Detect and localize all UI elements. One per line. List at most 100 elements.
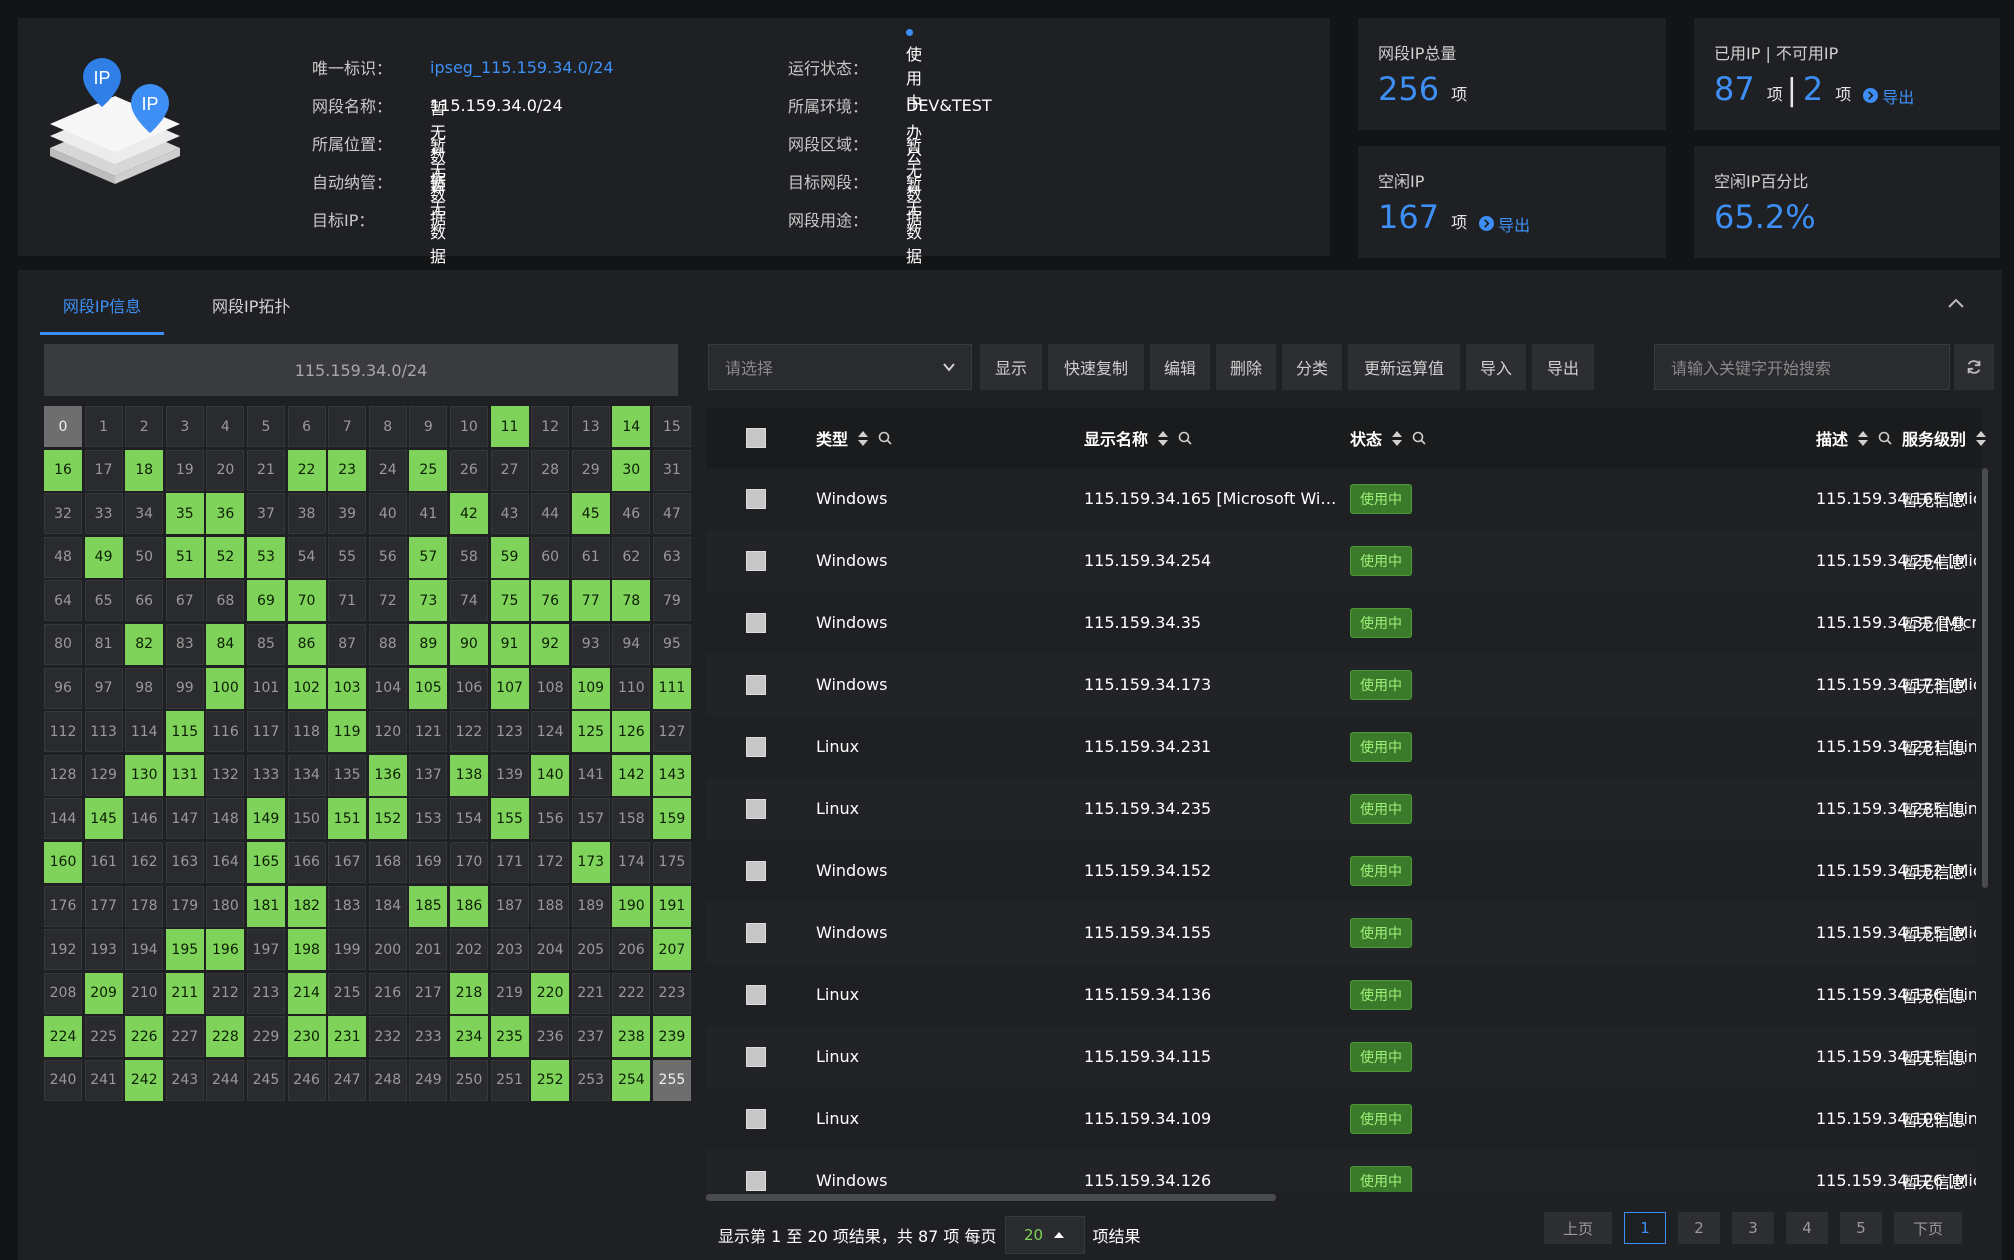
- ip-cell[interactable]: 66: [125, 580, 164, 622]
- sort-icon[interactable]: [1858, 430, 1869, 446]
- ip-cell[interactable]: 65: [84, 580, 123, 622]
- ip-cell[interactable]: 64: [44, 580, 82, 622]
- tab-ip-info[interactable]: 网段IP信息: [40, 292, 164, 335]
- ip-cell[interactable]: 157: [571, 798, 610, 840]
- ip-cell[interactable]: 199: [328, 929, 367, 971]
- table-row[interactable]: Windows 115.159.34.126 使用中 115.159.34.126 […: [706, 1150, 1976, 1192]
- ip-cell[interactable]: 139: [490, 754, 529, 796]
- ip-cell[interactable]: 94: [612, 623, 651, 665]
- ip-cell[interactable]: 196: [206, 929, 245, 971]
- col-display-name[interactable]: 显示名称: [1084, 408, 1192, 468]
- ip-cell[interactable]: 89: [409, 623, 448, 665]
- sort-icon[interactable]: [1158, 430, 1169, 446]
- ip-cell[interactable]: 78: [612, 580, 651, 622]
- tab-ip-topology[interactable]: 网段IP拓扑: [212, 297, 291, 316]
- prev-page-button[interactable]: 上页: [1544, 1212, 1612, 1244]
- vertical-scrollbar[interactable]: [1982, 468, 1988, 888]
- ip-cell[interactable]: 13: [571, 406, 610, 447]
- ip-cell[interactable]: 80: [44, 623, 82, 665]
- row-checkbox[interactable]: [746, 737, 766, 757]
- sort-icon[interactable]: [858, 430, 869, 446]
- ip-cell[interactable]: 47: [652, 493, 691, 535]
- ip-cell[interactable]: 110: [612, 667, 651, 709]
- ip-cell[interactable]: 120: [368, 711, 407, 753]
- row-checkbox[interactable]: [746, 489, 766, 509]
- ip-cell[interactable]: 137: [409, 754, 448, 796]
- ip-cell[interactable]: 170: [449, 841, 488, 883]
- ip-cell[interactable]: 152: [368, 798, 407, 840]
- horizontal-scrollbar[interactable]: [706, 1194, 1276, 1201]
- ip-cell[interactable]: 249: [409, 1059, 448, 1101]
- ip-cell[interactable]: 51: [165, 536, 204, 578]
- ip-cell[interactable]: 19: [165, 449, 204, 491]
- ip-cell[interactable]: 224: [44, 1016, 82, 1058]
- ip-cell[interactable]: 126: [612, 711, 651, 753]
- ip-cell[interactable]: 149: [246, 798, 285, 840]
- unique-id-link[interactable]: ipseg_115.159.34.0/24: [430, 57, 614, 77]
- ip-cell[interactable]: 210: [125, 972, 164, 1014]
- ip-cell[interactable]: 161: [84, 841, 123, 883]
- ip-cell[interactable]: 128: [44, 754, 82, 796]
- ip-cell[interactable]: 22: [287, 449, 326, 491]
- ip-cell[interactable]: 101: [246, 667, 285, 709]
- ip-cell[interactable]: 16: [44, 449, 82, 491]
- ip-cell[interactable]: 116: [206, 711, 245, 753]
- ip-cell[interactable]: 209: [84, 972, 123, 1014]
- ip-cell[interactable]: 76: [531, 580, 570, 622]
- ip-cell[interactable]: 29: [571, 449, 610, 491]
- ip-cell[interactable]: 169: [409, 841, 448, 883]
- ip-cell[interactable]: 108: [531, 667, 570, 709]
- row-checkbox[interactable]: [746, 551, 766, 571]
- ip-cell[interactable]: 17: [84, 449, 123, 491]
- ip-cell[interactable]: 100: [206, 667, 245, 709]
- ip-cell[interactable]: 213: [246, 972, 285, 1014]
- ip-cell[interactable]: 117: [246, 711, 285, 753]
- ip-cell[interactable]: 244: [206, 1059, 245, 1101]
- table-row[interactable]: Windows 115.159.34.254 使用中 115.159.34.254 […: [706, 530, 1976, 592]
- ip-cell[interactable]: 42: [449, 493, 488, 535]
- ip-cell[interactable]: 186: [449, 885, 488, 927]
- sort-icon[interactable]: [1976, 430, 1987, 446]
- ip-cell[interactable]: 40: [368, 493, 407, 535]
- ip-cell[interactable]: 28: [531, 449, 570, 491]
- ip-cell[interactable]: 53: [246, 536, 285, 578]
- ip-cell[interactable]: 156: [531, 798, 570, 840]
- table-row[interactable]: Windows 115.159.34.165 [Microsoft Windo… 使…: [706, 468, 1976, 530]
- ip-cell[interactable]: 192: [44, 929, 82, 971]
- ip-cell[interactable]: 198: [287, 929, 326, 971]
- ip-cell[interactable]: 69: [246, 580, 285, 622]
- row-checkbox[interactable]: [746, 675, 766, 695]
- search-icon[interactable]: [1412, 431, 1426, 445]
- ip-cell[interactable]: 63: [652, 536, 691, 578]
- ip-cell[interactable]: 203: [490, 929, 529, 971]
- ip-cell[interactable]: 173: [571, 841, 610, 883]
- ip-cell[interactable]: 31: [652, 449, 691, 491]
- ip-cell[interactable]: 32: [44, 493, 82, 535]
- ip-cell[interactable]: 74: [449, 580, 488, 622]
- ip-cell[interactable]: 150: [287, 798, 326, 840]
- column-select[interactable]: 请选择: [708, 344, 972, 390]
- search-icon[interactable]: [1878, 431, 1892, 445]
- ip-cell[interactable]: 58: [449, 536, 488, 578]
- ip-cell[interactable]: 112: [44, 711, 82, 753]
- ip-cell[interactable]: 218: [449, 972, 488, 1014]
- ip-cell[interactable]: 106: [449, 667, 488, 709]
- ip-cell[interactable]: 10: [449, 406, 488, 447]
- ip-cell[interactable]: 56: [368, 536, 407, 578]
- ip-cell[interactable]: 254: [612, 1059, 651, 1101]
- row-checkbox[interactable]: [746, 985, 766, 1005]
- page-2-button[interactable]: 2: [1678, 1212, 1720, 1244]
- ip-cell[interactable]: 179: [165, 885, 204, 927]
- select-all-checkbox[interactable]: [746, 428, 766, 448]
- ip-cell[interactable]: 211: [165, 972, 204, 1014]
- ip-cell[interactable]: 178: [125, 885, 164, 927]
- row-checkbox[interactable]: [746, 1047, 766, 1067]
- ip-cell[interactable]: 223: [652, 972, 691, 1014]
- ip-cell[interactable]: 121: [409, 711, 448, 753]
- ip-cell[interactable]: 25: [409, 449, 448, 491]
- ip-cell[interactable]: 236: [531, 1016, 570, 1058]
- ip-cell[interactable]: 96: [44, 667, 82, 709]
- ip-cell[interactable]: 248: [368, 1059, 407, 1101]
- table-row[interactable]: Linux 115.159.34.109 使用中 115.159.34.109 [Li…: [706, 1088, 1976, 1150]
- ip-cell[interactable]: 97: [84, 667, 123, 709]
